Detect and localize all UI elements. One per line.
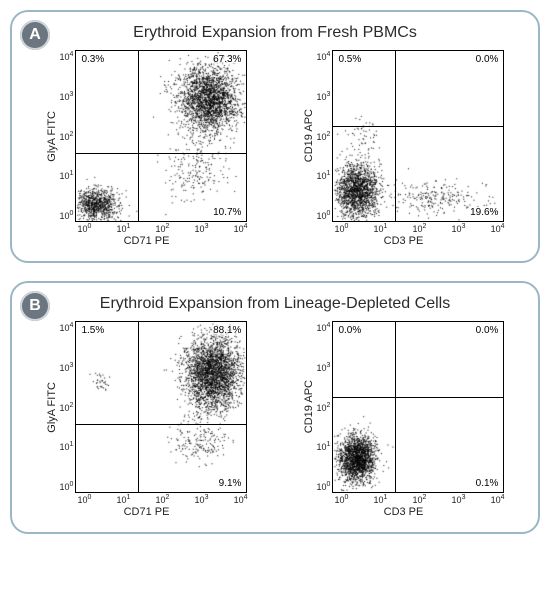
tick-label: 103 [195,223,209,234]
tick-label: 104 [317,322,331,333]
tick-label: 104 [60,322,74,333]
tick-label: 104 [491,223,505,234]
quadrant-pct-ul: 0.0% [337,325,362,336]
quadrant-pct-lr: 10.7% [212,207,242,218]
tick-label: 102 [317,402,331,413]
quadrant-hline [76,153,246,154]
tick-label: 103 [60,91,74,102]
panel-badge: A [20,20,50,50]
tick-label: 104 [234,494,248,505]
y-axis-label: GlyA FITC [46,111,58,162]
y-ticks: 104 103 102 101 100 [60,322,74,492]
quadrant-pct-lr: 9.1% [218,478,243,489]
quadrant-pct-ul: 1.5% [80,325,105,336]
quadrant-vline [395,322,396,492]
tick-label: 103 [195,494,209,505]
y-axis-label: GlyA FITC [46,382,58,433]
tick-label: 102 [60,402,74,413]
tick-label: 102 [60,131,74,142]
quadrant-hline [333,397,503,398]
tick-label: 100 [317,481,331,492]
tick-label: 100 [60,210,74,221]
quadrant-vline [138,51,139,221]
tick-label: 104 [234,223,248,234]
tick-label: 103 [60,362,74,373]
quadrant-pct-ul: 0.3% [80,54,105,65]
plot-area: 0.5% 0.0% 19.6% [332,50,504,222]
plot-area: 0.0% 0.0% 0.1% [332,321,504,493]
quadrant-pct-ur: 0.0% [475,325,500,336]
tick-label: 101 [374,494,388,505]
y-ticks: 104 103 102 101 100 [60,51,74,221]
figure-panel: A Erythroid Expansion from Fresh PBMCs G… [10,10,540,263]
tick-label: 100 [60,481,74,492]
x-ticks: 100 101 102 103 104 [335,223,505,234]
x-axis-label: CD71 PE [124,235,170,247]
panel-title: Erythroid Expansion from Fresh PBMCs [26,24,524,42]
tick-label: 100 [78,223,92,234]
quadrant-pct-ur: 88.1% [212,325,242,336]
panel-title: Erythroid Expansion from Lineage-Deplete… [26,295,524,313]
tick-label: 101 [317,441,331,452]
quadrant-pct-ur: 0.0% [475,54,500,65]
tick-label: 102 [156,494,170,505]
quadrant-hline [76,424,246,425]
tick-label: 100 [335,494,349,505]
tick-label: 100 [317,210,331,221]
x-axis-label: CD3 PE [384,235,424,247]
scatter-plot: CD19 APC 104103102101100 0.0% 0.0% 0.1% … [303,321,505,518]
plots-row: GlyA FITC 104 103 102 101 100 1.5% 88.1% 9.1… [26,321,524,518]
tick-label: 104 [317,51,331,62]
x-axis-label: CD3 PE [384,506,424,518]
quadrant-pct-lr: 19.6% [469,207,499,218]
y-axis-label: CD19 APC [303,380,315,433]
quadrant-pct-ur: 67.3% [212,54,242,65]
x-axis-label: CD71 PE [124,506,170,518]
quadrant-vline [395,51,396,221]
plot-area: 0.3% 67.3% 10.7% [75,50,247,222]
figure-panel: B Erythroid Expansion from Lineage-Deple… [10,281,540,534]
tick-label: 103 [317,91,331,102]
y-axis-label: CD19 APC [303,109,315,162]
panel-badge: B [20,291,50,321]
x-ticks: 100 101 102 103 104 [335,494,505,505]
tick-label: 100 [78,494,92,505]
tick-label: 103 [452,494,466,505]
scatter-canvas [333,51,503,221]
tick-label: 104 [491,494,505,505]
quadrant-vline [138,322,139,492]
scatter-plot: GlyA FITC 104 103 102 101 100 1.5% 88.1% 9.1… [46,321,248,518]
tick-label: 100 [335,223,349,234]
quadrant-pct-lr: 0.1% [475,478,500,489]
tick-label: 103 [452,223,466,234]
tick-label: 101 [374,223,388,234]
y-ticks: 104 103 102 101 100 [317,322,331,492]
tick-label: 102 [413,223,427,234]
tick-label: 101 [117,494,131,505]
scatter-canvas [333,322,503,492]
plot-area: 1.5% 88.1% 9.1% [75,321,247,493]
x-ticks: 100 101 102 103 104 [78,494,248,505]
tick-label: 101 [60,170,74,181]
scatter-canvas [76,51,246,221]
scatter-plot: GlyA FITC 104 103 102 101 100 0.3% 67.3% 10.… [46,50,248,247]
tick-label: 104 [60,51,74,62]
tick-label: 102 [317,131,331,142]
quadrant-pct-ul: 0.5% [337,54,362,65]
plots-row: GlyA FITC 104 103 102 101 100 0.3% 67.3% 10.… [26,50,524,247]
y-ticks: 104 103 102 101 100 [317,51,331,221]
tick-label: 101 [60,441,74,452]
x-ticks: 100 101 102 103 104 [78,223,248,234]
tick-label: 101 [317,170,331,181]
tick-label: 101 [117,223,131,234]
scatter-plot: CD19 APC 104 103 102 101 100 0.5% 0.0% 19.6%… [303,50,505,247]
tick-label: 102 [413,494,427,505]
tick-label: 102 [156,223,170,234]
tick-label: 103 [317,362,331,373]
quadrant-hline [333,126,503,127]
scatter-canvas [76,322,246,492]
